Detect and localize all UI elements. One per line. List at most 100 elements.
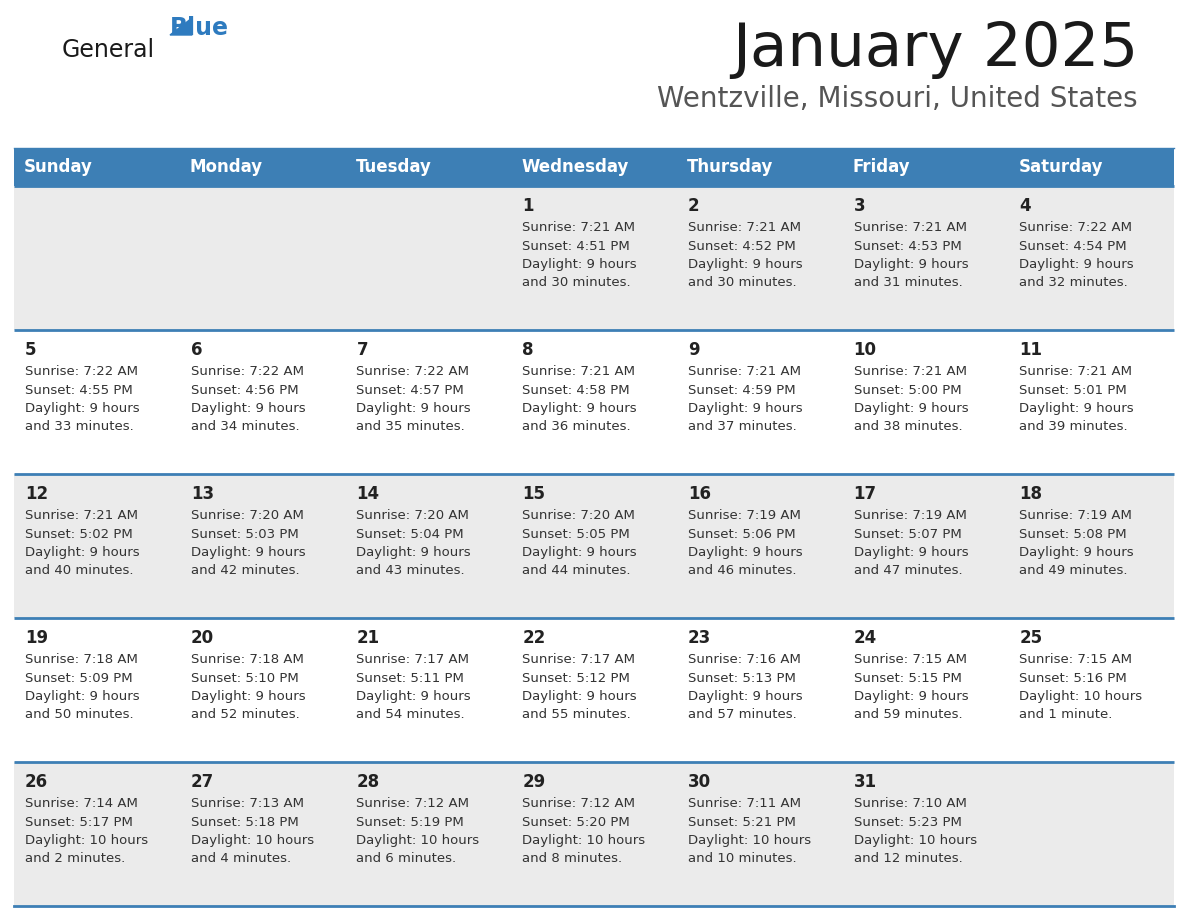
Text: Sunset: 5:07 PM: Sunset: 5:07 PM <box>853 528 961 541</box>
Text: 26: 26 <box>25 773 49 791</box>
Text: Daylight: 9 hours: Daylight: 9 hours <box>356 546 472 559</box>
Text: Daylight: 9 hours: Daylight: 9 hours <box>1019 258 1133 271</box>
Text: 16: 16 <box>688 485 710 503</box>
Text: Sunrise: 7:20 AM: Sunrise: 7:20 AM <box>191 509 304 522</box>
Text: Daylight: 9 hours: Daylight: 9 hours <box>25 546 140 559</box>
Text: Sunset: 5:01 PM: Sunset: 5:01 PM <box>1019 384 1127 397</box>
Bar <box>842 148 1009 186</box>
Text: 19: 19 <box>25 629 49 647</box>
Text: and 30 minutes.: and 30 minutes. <box>688 276 796 289</box>
Text: Daylight: 10 hours: Daylight: 10 hours <box>25 834 148 847</box>
Text: Daylight: 9 hours: Daylight: 9 hours <box>688 402 802 415</box>
Text: Daylight: 10 hours: Daylight: 10 hours <box>356 834 480 847</box>
Text: 21: 21 <box>356 629 379 647</box>
Text: Sunrise: 7:19 AM: Sunrise: 7:19 AM <box>688 509 801 522</box>
Text: Daylight: 9 hours: Daylight: 9 hours <box>688 258 802 271</box>
Text: Tuesday: Tuesday <box>355 158 431 176</box>
Text: and 57 minutes.: and 57 minutes. <box>688 709 797 722</box>
Text: Sunset: 5:12 PM: Sunset: 5:12 PM <box>523 671 630 685</box>
Text: Sunday: Sunday <box>24 158 93 176</box>
Text: Sunset: 4:51 PM: Sunset: 4:51 PM <box>523 240 630 252</box>
Text: Sunset: 5:00 PM: Sunset: 5:00 PM <box>853 384 961 397</box>
Text: Wentzville, Missouri, United States: Wentzville, Missouri, United States <box>657 85 1138 113</box>
Text: Daylight: 9 hours: Daylight: 9 hours <box>853 546 968 559</box>
Bar <box>179 148 346 186</box>
Text: Daylight: 9 hours: Daylight: 9 hours <box>853 690 968 703</box>
Bar <box>677 148 842 186</box>
Text: Sunrise: 7:21 AM: Sunrise: 7:21 AM <box>523 221 636 234</box>
Text: and 32 minutes.: and 32 minutes. <box>1019 276 1129 289</box>
Text: Sunrise: 7:16 AM: Sunrise: 7:16 AM <box>688 653 801 666</box>
Text: 8: 8 <box>523 341 533 359</box>
Text: Daylight: 9 hours: Daylight: 9 hours <box>688 546 802 559</box>
Text: 31: 31 <box>853 773 877 791</box>
Text: and 8 minutes.: and 8 minutes. <box>523 853 623 866</box>
Text: 23: 23 <box>688 629 712 647</box>
Text: Sunset: 4:53 PM: Sunset: 4:53 PM <box>853 240 961 252</box>
Text: Daylight: 9 hours: Daylight: 9 hours <box>1019 402 1133 415</box>
Text: and 59 minutes.: and 59 minutes. <box>853 709 962 722</box>
Text: Sunset: 5:06 PM: Sunset: 5:06 PM <box>688 528 796 541</box>
Text: 4: 4 <box>1019 197 1031 215</box>
Text: Sunrise: 7:21 AM: Sunrise: 7:21 AM <box>523 365 636 378</box>
Text: and 49 minutes.: and 49 minutes. <box>1019 565 1127 577</box>
Text: and 6 minutes.: and 6 minutes. <box>356 853 456 866</box>
Bar <box>511 148 677 186</box>
Text: and 43 minutes.: and 43 minutes. <box>356 565 465 577</box>
Text: Wednesday: Wednesday <box>522 158 628 176</box>
Bar <box>14 330 1174 474</box>
Bar <box>346 148 511 186</box>
Text: Sunset: 5:16 PM: Sunset: 5:16 PM <box>1019 671 1127 685</box>
Text: Daylight: 10 hours: Daylight: 10 hours <box>523 834 645 847</box>
Text: 27: 27 <box>191 773 214 791</box>
Text: Sunset: 5:20 PM: Sunset: 5:20 PM <box>523 815 630 829</box>
Text: Sunrise: 7:22 AM: Sunrise: 7:22 AM <box>25 365 138 378</box>
Text: Sunrise: 7:14 AM: Sunrise: 7:14 AM <box>25 797 138 810</box>
Text: Sunset: 5:18 PM: Sunset: 5:18 PM <box>191 815 298 829</box>
Text: Thursday: Thursday <box>687 158 773 176</box>
Text: 18: 18 <box>1019 485 1042 503</box>
Text: Sunset: 5:05 PM: Sunset: 5:05 PM <box>523 528 630 541</box>
Text: 25: 25 <box>1019 629 1042 647</box>
Text: Daylight: 9 hours: Daylight: 9 hours <box>191 402 305 415</box>
Text: Sunrise: 7:12 AM: Sunrise: 7:12 AM <box>523 797 636 810</box>
Text: Sunset: 5:21 PM: Sunset: 5:21 PM <box>688 815 796 829</box>
Text: and 35 minutes.: and 35 minutes. <box>356 420 466 433</box>
Text: 22: 22 <box>523 629 545 647</box>
Text: and 30 minutes.: and 30 minutes. <box>523 276 631 289</box>
Text: Sunset: 5:08 PM: Sunset: 5:08 PM <box>1019 528 1127 541</box>
Text: and 4 minutes.: and 4 minutes. <box>191 853 291 866</box>
Text: Sunrise: 7:19 AM: Sunrise: 7:19 AM <box>853 509 967 522</box>
Text: Daylight: 9 hours: Daylight: 9 hours <box>356 690 472 703</box>
Text: Sunrise: 7:17 AM: Sunrise: 7:17 AM <box>523 653 636 666</box>
Text: Monday: Monday <box>190 158 263 176</box>
Bar <box>14 186 1174 330</box>
Text: and 10 minutes.: and 10 minutes. <box>688 853 796 866</box>
Text: Sunset: 5:04 PM: Sunset: 5:04 PM <box>356 528 465 541</box>
Text: Saturday: Saturday <box>1018 158 1102 176</box>
Text: Sunrise: 7:21 AM: Sunrise: 7:21 AM <box>25 509 138 522</box>
Text: Sunset: 5:09 PM: Sunset: 5:09 PM <box>25 671 133 685</box>
Text: and 31 minutes.: and 31 minutes. <box>853 276 962 289</box>
Text: Sunset: 4:57 PM: Sunset: 4:57 PM <box>356 384 465 397</box>
Text: January 2025: January 2025 <box>732 20 1138 79</box>
Text: and 42 minutes.: and 42 minutes. <box>191 565 299 577</box>
Text: Sunset: 5:11 PM: Sunset: 5:11 PM <box>356 671 465 685</box>
Text: Sunrise: 7:22 AM: Sunrise: 7:22 AM <box>191 365 304 378</box>
Text: Sunrise: 7:15 AM: Sunrise: 7:15 AM <box>1019 653 1132 666</box>
Text: and 37 minutes.: and 37 minutes. <box>688 420 797 433</box>
Text: Sunrise: 7:18 AM: Sunrise: 7:18 AM <box>191 653 304 666</box>
Text: 7: 7 <box>356 341 368 359</box>
Text: Sunrise: 7:17 AM: Sunrise: 7:17 AM <box>356 653 469 666</box>
Bar <box>14 618 1174 762</box>
Text: 14: 14 <box>356 485 379 503</box>
Text: Daylight: 9 hours: Daylight: 9 hours <box>25 402 140 415</box>
Text: and 39 minutes.: and 39 minutes. <box>1019 420 1127 433</box>
Text: and 1 minute.: and 1 minute. <box>1019 709 1113 722</box>
Bar <box>14 762 1174 906</box>
Text: Daylight: 9 hours: Daylight: 9 hours <box>523 690 637 703</box>
Text: Sunrise: 7:21 AM: Sunrise: 7:21 AM <box>853 365 967 378</box>
Text: Daylight: 9 hours: Daylight: 9 hours <box>191 546 305 559</box>
Text: Daylight: 10 hours: Daylight: 10 hours <box>191 834 314 847</box>
Text: Sunrise: 7:22 AM: Sunrise: 7:22 AM <box>356 365 469 378</box>
